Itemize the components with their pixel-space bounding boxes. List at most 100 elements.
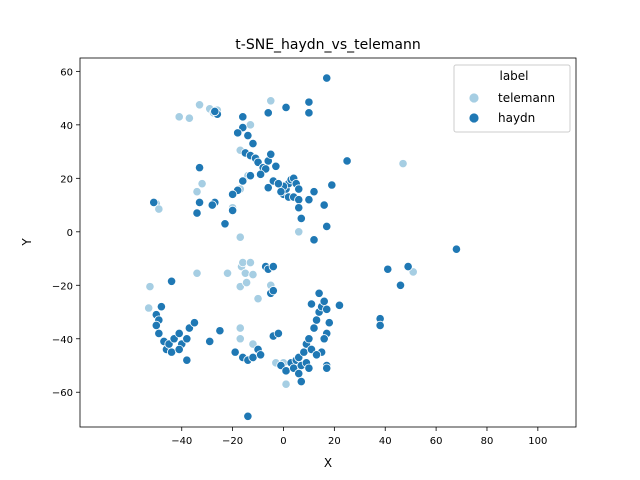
point-haydn (151, 320, 161, 330)
point-haydn (311, 350, 322, 360)
point-haydn (342, 156, 352, 166)
point-haydn (273, 328, 283, 339)
point-haydn (248, 138, 258, 149)
point-haydn (309, 235, 319, 245)
point-haydn (220, 219, 230, 229)
point-haydn (238, 112, 248, 122)
point-haydn (296, 213, 306, 224)
point-haydn (228, 189, 238, 199)
legend-label-haydn: haydn (498, 111, 535, 125)
point-telemann (242, 278, 252, 288)
x-tick-label: −20 (222, 436, 243, 447)
point-haydn (266, 149, 276, 159)
point-telemann (398, 159, 408, 169)
point-haydn (324, 318, 334, 328)
y-tick-label: 20 (60, 174, 73, 185)
point-haydn (322, 221, 332, 232)
point-telemann (240, 268, 250, 278)
point-haydn (205, 336, 215, 347)
point-haydn (327, 180, 337, 190)
point-telemann (145, 282, 155, 292)
point-haydn (319, 296, 329, 306)
point-haydn (273, 179, 283, 189)
point-telemann (144, 303, 154, 313)
point-haydn (309, 323, 319, 333)
point-haydn (210, 106, 220, 117)
x-tick-label: −40 (171, 436, 192, 447)
point-haydn (322, 304, 332, 314)
point-haydn (182, 334, 192, 344)
point-haydn (281, 102, 291, 113)
point-haydn (233, 128, 243, 138)
x-tick-label: 100 (528, 436, 547, 447)
point-haydn (304, 195, 314, 205)
point-haydn (395, 280, 406, 290)
point-haydn (322, 73, 332, 83)
point-haydn (375, 320, 385, 330)
point-haydn (334, 300, 345, 310)
chart-title: t-SNE_haydn_vs_telemann (235, 37, 420, 53)
point-haydn (182, 355, 192, 365)
point-haydn (194, 163, 205, 173)
point-telemann (235, 232, 245, 242)
point-haydn (294, 368, 304, 379)
y-tick-label: 0 (67, 228, 73, 239)
y-axis-label: Y (20, 238, 34, 247)
point-haydn (276, 187, 286, 197)
point-haydn (238, 176, 248, 186)
point-haydn (174, 344, 184, 355)
x-tick-label: 40 (379, 436, 392, 447)
point-telemann (197, 179, 207, 189)
legend-marker-telemann (468, 92, 480, 104)
point-haydn (304, 334, 314, 344)
y-axis: −60 −40 −20 0 20 40 60 (52, 67, 80, 399)
point-haydn (304, 108, 314, 118)
point-telemann (235, 323, 245, 333)
y-tick-label: 60 (60, 67, 73, 78)
point-haydn (311, 315, 322, 325)
point-haydn (192, 208, 202, 218)
x-tick-label: 60 (430, 436, 443, 447)
point-haydn (309, 187, 319, 197)
point-telemann (184, 113, 194, 123)
point-haydn (304, 97, 314, 107)
y-tick-label: 40 (60, 121, 73, 132)
point-telemann (266, 96, 276, 106)
legend-label-telemann: telemann (498, 91, 555, 105)
point-haydn (194, 197, 205, 207)
point-haydn (383, 264, 393, 274)
point-haydn (228, 205, 238, 216)
point-telemann (192, 187, 202, 197)
point-telemann (248, 269, 258, 280)
point-haydn (314, 288, 324, 298)
point-haydn (319, 200, 329, 210)
point-telemann (192, 268, 202, 278)
point-haydn (156, 302, 166, 312)
point-haydn (403, 261, 413, 272)
point-haydn (322, 363, 332, 373)
point-haydn (268, 286, 278, 296)
point-haydn (215, 326, 225, 336)
point-haydn (255, 169, 266, 179)
legend-title: label (499, 69, 528, 83)
point-haydn (154, 328, 164, 339)
points-layer (144, 73, 462, 421)
point-telemann (238, 257, 248, 268)
point-haydn (245, 171, 256, 181)
y-tick-label: −60 (52, 388, 73, 399)
y-tick-label: −40 (52, 335, 73, 346)
x-tick-label: 0 (280, 436, 286, 447)
point-haydn (248, 352, 258, 363)
point-haydn (263, 183, 273, 193)
legend-marker-haydn (468, 112, 480, 124)
point-haydn (271, 161, 281, 171)
point-telemann (294, 227, 304, 237)
point-haydn (230, 347, 240, 357)
point-haydn (149, 197, 159, 207)
point-haydn (166, 276, 177, 286)
point-haydn (294, 203, 304, 213)
point-haydn (166, 347, 177, 357)
x-axis-label: X (324, 456, 332, 470)
point-haydn (319, 334, 329, 344)
